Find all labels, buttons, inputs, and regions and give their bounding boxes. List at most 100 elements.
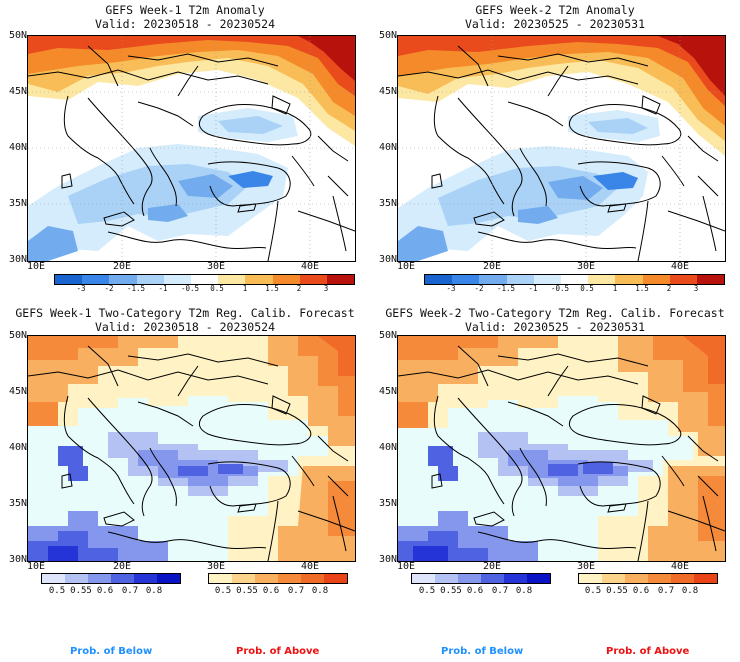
lat-label: 50N: [8, 30, 27, 41]
lon-label: 10E: [397, 561, 416, 572]
cbar-swatch: [615, 275, 643, 284]
panel-title: GEFS Week-1 T2m Anomaly: [105, 3, 265, 17]
lat-label: 40N: [378, 442, 397, 453]
cbar-tick: 0.6: [632, 586, 650, 596]
lat-label: 45N: [8, 386, 27, 397]
cbar-swatch: [163, 275, 191, 284]
cbar-swatch: [134, 574, 157, 583]
lon-label: 30E: [577, 561, 596, 572]
lon-label: 10E: [397, 261, 416, 272]
cbar-tick: 0.55: [440, 586, 462, 596]
cbar-swatch: [481, 574, 504, 583]
cbar-tick: -1.5: [126, 284, 146, 293]
prob-below-label: Prob. of Below: [441, 646, 524, 657]
cbar-swatch: [278, 574, 301, 583]
cbar-swatch: [232, 574, 255, 583]
cbar-swatch: [452, 275, 480, 284]
cbar-tick: 0.55: [70, 586, 92, 596]
anomaly-map: [27, 35, 356, 262]
panel-title: GEFS Week-2 T2m Anomaly: [475, 3, 635, 17]
cbar-swatch: [157, 574, 180, 583]
lat-label: 50N: [8, 330, 27, 341]
prob-below-colorbar: [41, 573, 181, 584]
cbar-swatch: [301, 574, 324, 583]
panel-valid-dates: Valid: 20230518 - 20230524: [94, 320, 275, 334]
anomaly-panel-week1: GEFS Week-1 T2m Anomaly Valid: 20230518 …: [0, 0, 370, 300]
cbar-swatch: [245, 275, 273, 284]
lon-label: 40E: [301, 561, 320, 572]
cbar-tick: 0.5: [584, 586, 602, 596]
cbar-tick: -1: [528, 284, 538, 293]
cbar-swatch: [272, 275, 300, 284]
cbar-swatch: [527, 574, 550, 583]
cbar-swatch: [299, 275, 327, 284]
cbar-tick: 0.8: [515, 586, 533, 596]
lat-label: 30N: [378, 554, 397, 565]
cbar-swatch: [82, 275, 110, 284]
prob-above-colorbar: [208, 573, 348, 584]
cbar-swatch: [65, 574, 88, 583]
probability-panel-week2: GEFS Week-2 Two-Category T2m Reg. Calib.…: [370, 300, 740, 600]
prob-below-label: Prob. of Below: [70, 646, 153, 657]
cbar-tick: 0.7: [287, 586, 305, 596]
lon-label: 40E: [671, 261, 690, 272]
cbar-tick: -1.5: [496, 284, 516, 293]
cbar-swatch: [479, 275, 507, 284]
lat-label: 45N: [8, 86, 27, 97]
cbar-tick: 2: [296, 284, 302, 293]
cbar-swatch: [648, 574, 671, 583]
panel-valid-dates: Valid: 20230525 - 20230531: [464, 320, 645, 334]
panel-valid-dates: Valid: 20230518 - 20230524: [94, 17, 275, 31]
lon-label: 10E: [27, 261, 46, 272]
cbar-tick: 0.8: [681, 586, 699, 596]
cbar-swatch: [642, 275, 670, 284]
cbar-tick: 2: [666, 284, 672, 293]
lon-label: 20E: [113, 561, 132, 572]
cbar-tick: -0.5: [180, 284, 200, 293]
probability-map: [27, 335, 356, 562]
cbar-swatch: [458, 574, 481, 583]
lat-label: 30N: [8, 254, 27, 265]
cbar-swatch: [694, 574, 717, 583]
lat-label: 50N: [378, 30, 397, 41]
cbar-swatch: [588, 275, 616, 284]
lat-label: 35N: [378, 498, 397, 509]
cbar-tick: 0.7: [657, 586, 675, 596]
cbar-tick: 0.7: [491, 586, 509, 596]
cbar-tick: -0.5: [550, 284, 570, 293]
cbar-tick: 1.5: [635, 284, 649, 293]
cbar-tick: -1: [158, 284, 168, 293]
lon-label: 40E: [671, 561, 690, 572]
cbar-swatch: [671, 574, 694, 583]
lon-label: 20E: [113, 261, 132, 272]
cbar-tick: 0.5: [48, 586, 66, 596]
anomaly-colorbar: [54, 274, 355, 285]
cbar-swatch: [55, 275, 83, 284]
cbar-tick: 0.8: [311, 586, 329, 596]
lon-label: 20E: [483, 561, 502, 572]
cbar-tick: 0.7: [121, 586, 139, 596]
probability-map: [397, 335, 726, 562]
lat-label: 40N: [8, 442, 27, 453]
cbar-swatch: [109, 275, 137, 284]
lat-label: 50N: [378, 330, 397, 341]
cbar-tick: 1: [242, 284, 248, 293]
cbar-tick: 0.5: [580, 284, 594, 293]
lon-label: 30E: [207, 561, 226, 572]
cbar-swatch: [625, 574, 648, 583]
lon-label: 30E: [577, 261, 596, 272]
cbar-tick: 1: [612, 284, 618, 293]
cbar-swatch: [209, 574, 232, 583]
cbar-swatch: [506, 275, 534, 284]
cbar-swatch: [425, 275, 453, 284]
cbar-tick: 1.5: [265, 284, 279, 293]
prob-above-label: Prob. of Above: [606, 646, 690, 657]
cbar-swatch: [136, 275, 164, 284]
cbar-swatch: [696, 275, 725, 284]
panel-title: GEFS Week-1 Two-Category T2m Reg. Calib.…: [15, 306, 355, 320]
cbar-swatch: [504, 574, 527, 583]
cbar-swatch: [111, 574, 134, 583]
cbar-tick: 0.6: [466, 586, 484, 596]
probability-panel-week1: GEFS Week-1 Two-Category T2m Reg. Calib.…: [0, 300, 370, 600]
cbar-tick: 0.5: [210, 284, 224, 293]
